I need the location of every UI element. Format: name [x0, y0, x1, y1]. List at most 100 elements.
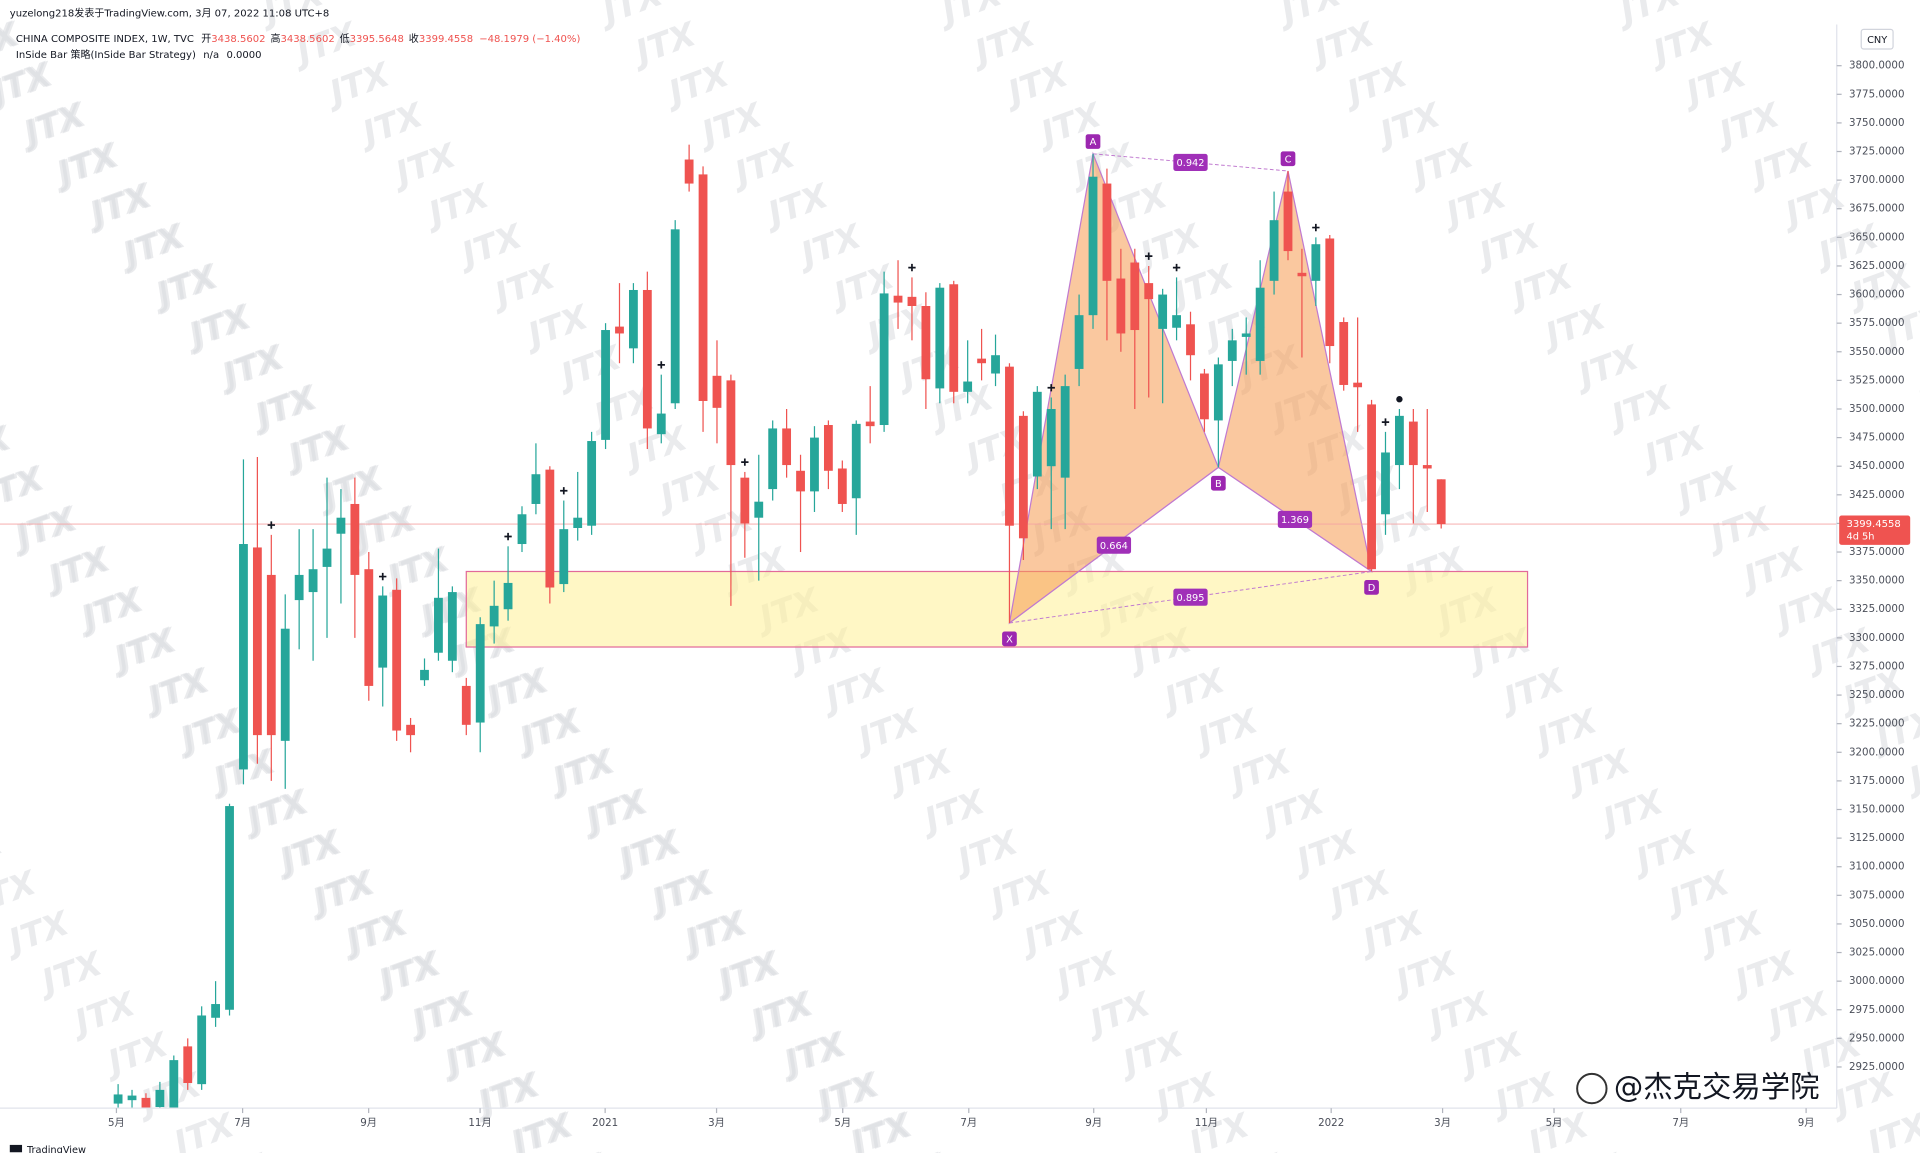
y-tick-label: 3100.0000 — [1849, 861, 1905, 873]
x-tick-label: 3月 — [1434, 1117, 1451, 1129]
y-tick-label: 3300.0000 — [1849, 632, 1905, 644]
candle-body — [531, 474, 541, 504]
y-tick-label: 3800.0000 — [1849, 60, 1905, 72]
candle-body — [1213, 364, 1223, 421]
y-tick-label: 3175.0000 — [1849, 775, 1905, 787]
candle-body — [420, 669, 429, 681]
signal-mark — [1381, 418, 1390, 426]
x-tick-label: 7月 — [960, 1117, 977, 1129]
candle-body — [1144, 283, 1154, 300]
candle-body — [294, 574, 304, 601]
y-tick-label: 3425.0000 — [1849, 489, 1905, 501]
y-tick-label: 3325.0000 — [1849, 603, 1905, 615]
ohlc-value: 3399.4558 — [419, 34, 473, 45]
candle-body — [782, 428, 792, 466]
x-tick-label: 3月 — [708, 1117, 725, 1129]
candle-body — [1255, 287, 1265, 361]
candle-body — [475, 624, 485, 723]
signal-mark — [1145, 252, 1153, 260]
x-tick-label: 7月 — [234, 1117, 251, 1129]
candle-body — [921, 306, 931, 380]
y-tick-label: 3350.0000 — [1849, 575, 1905, 587]
pattern-point-label: C — [1285, 154, 1292, 165]
candle-body — [740, 477, 750, 524]
candle-body — [239, 544, 248, 770]
ratio-line — [1092, 153, 1289, 172]
indicator-value: 0.0000 — [226, 50, 261, 61]
ratio-label: 0.895 — [1176, 593, 1204, 604]
candle-body — [197, 1015, 207, 1085]
candle-body — [991, 355, 1000, 374]
axes: 2925.0000 2950.0000 2975.0000 3000.0000 3025… — [108, 60, 1911, 1129]
ratio-badge — [1277, 510, 1313, 528]
signal-mark — [560, 487, 568, 495]
y-tick-label: 3125.0000 — [1849, 832, 1905, 844]
y-tick-label: 3275.0000 — [1849, 660, 1905, 672]
x-tick-label: 2021 — [592, 1117, 618, 1129]
candle-body — [963, 381, 973, 392]
y-tick-label: 2925.0000 — [1849, 1061, 1905, 1073]
candle-body — [1018, 415, 1028, 539]
candle-body — [489, 605, 499, 627]
candle-body — [127, 1095, 137, 1101]
candle-body — [336, 517, 346, 534]
candle-body — [1381, 452, 1390, 515]
candle-body — [977, 358, 987, 364]
y-tick-label: 3575.0000 — [1849, 317, 1905, 329]
ohlc-value: 3438.5602 — [211, 34, 265, 45]
signal-mark — [908, 263, 916, 272]
candle-body — [684, 159, 694, 184]
candle-body — [656, 413, 666, 435]
candle-body — [907, 296, 917, 307]
candle-body — [378, 595, 388, 668]
ratio-badge — [1173, 588, 1208, 606]
y-tick-label: 3225.0000 — [1849, 718, 1905, 730]
candle-body — [280, 628, 290, 741]
credit: @杰克交易学院 — [1576, 1070, 1820, 1105]
candle-body — [1200, 373, 1209, 420]
pattern-point-label: B — [1215, 479, 1222, 490]
candle-body — [1297, 272, 1307, 277]
y-tick-label: 3250.0000 — [1849, 689, 1905, 701]
candle-body — [712, 375, 722, 408]
credit-icon — [1576, 1072, 1608, 1105]
candle-body — [726, 380, 736, 466]
y-tick-label: 3475.0000 — [1849, 432, 1905, 444]
candle-body — [1130, 262, 1140, 331]
x-tick-label: 5月 — [108, 1117, 125, 1129]
candle-body — [308, 569, 318, 593]
candle-body — [447, 592, 457, 661]
currency-badge[interactable] — [1860, 28, 1894, 50]
exit-signal — [1396, 396, 1403, 403]
y-tick-label: 2950.0000 — [1849, 1032, 1905, 1044]
x-tick-label: 9月 — [360, 1117, 377, 1129]
y-tick-label: 3025.0000 — [1849, 947, 1905, 959]
x-tick-label: 11月 — [1195, 1117, 1218, 1129]
candle-body — [169, 1060, 179, 1109]
y-tick-label: 3750.0000 — [1849, 117, 1905, 129]
ratio-label: 0.664 — [1100, 541, 1128, 552]
candle-body — [629, 289, 638, 349]
x-tick-label: 2022 — [1318, 1117, 1344, 1129]
y-tick-label: 3075.0000 — [1849, 889, 1905, 901]
last-price-label: 3399.4558 — [1847, 519, 1901, 530]
ohlc-value: 3395.5648 — [350, 34, 404, 45]
x-tick-label: 9月 — [1798, 1117, 1815, 1129]
candle-body — [1325, 238, 1335, 347]
candle-body — [1060, 386, 1070, 478]
candle-body — [810, 437, 819, 492]
candle-body — [406, 724, 415, 736]
candle-body — [851, 423, 861, 499]
candle-body — [1395, 415, 1404, 466]
candle-body — [1172, 315, 1181, 328]
ratio-label: 0.942 — [1176, 158, 1204, 169]
candle-body — [670, 229, 680, 404]
ohlc-name: 高 — [270, 32, 280, 45]
candle-body — [113, 1094, 123, 1104]
currency[interactable]: CNY — [1867, 35, 1887, 46]
candle-body — [573, 517, 583, 529]
x-tick-label: 5月 — [834, 1117, 851, 1129]
candle-body — [1186, 324, 1195, 356]
y-tick-label: 3775.0000 — [1849, 88, 1905, 100]
